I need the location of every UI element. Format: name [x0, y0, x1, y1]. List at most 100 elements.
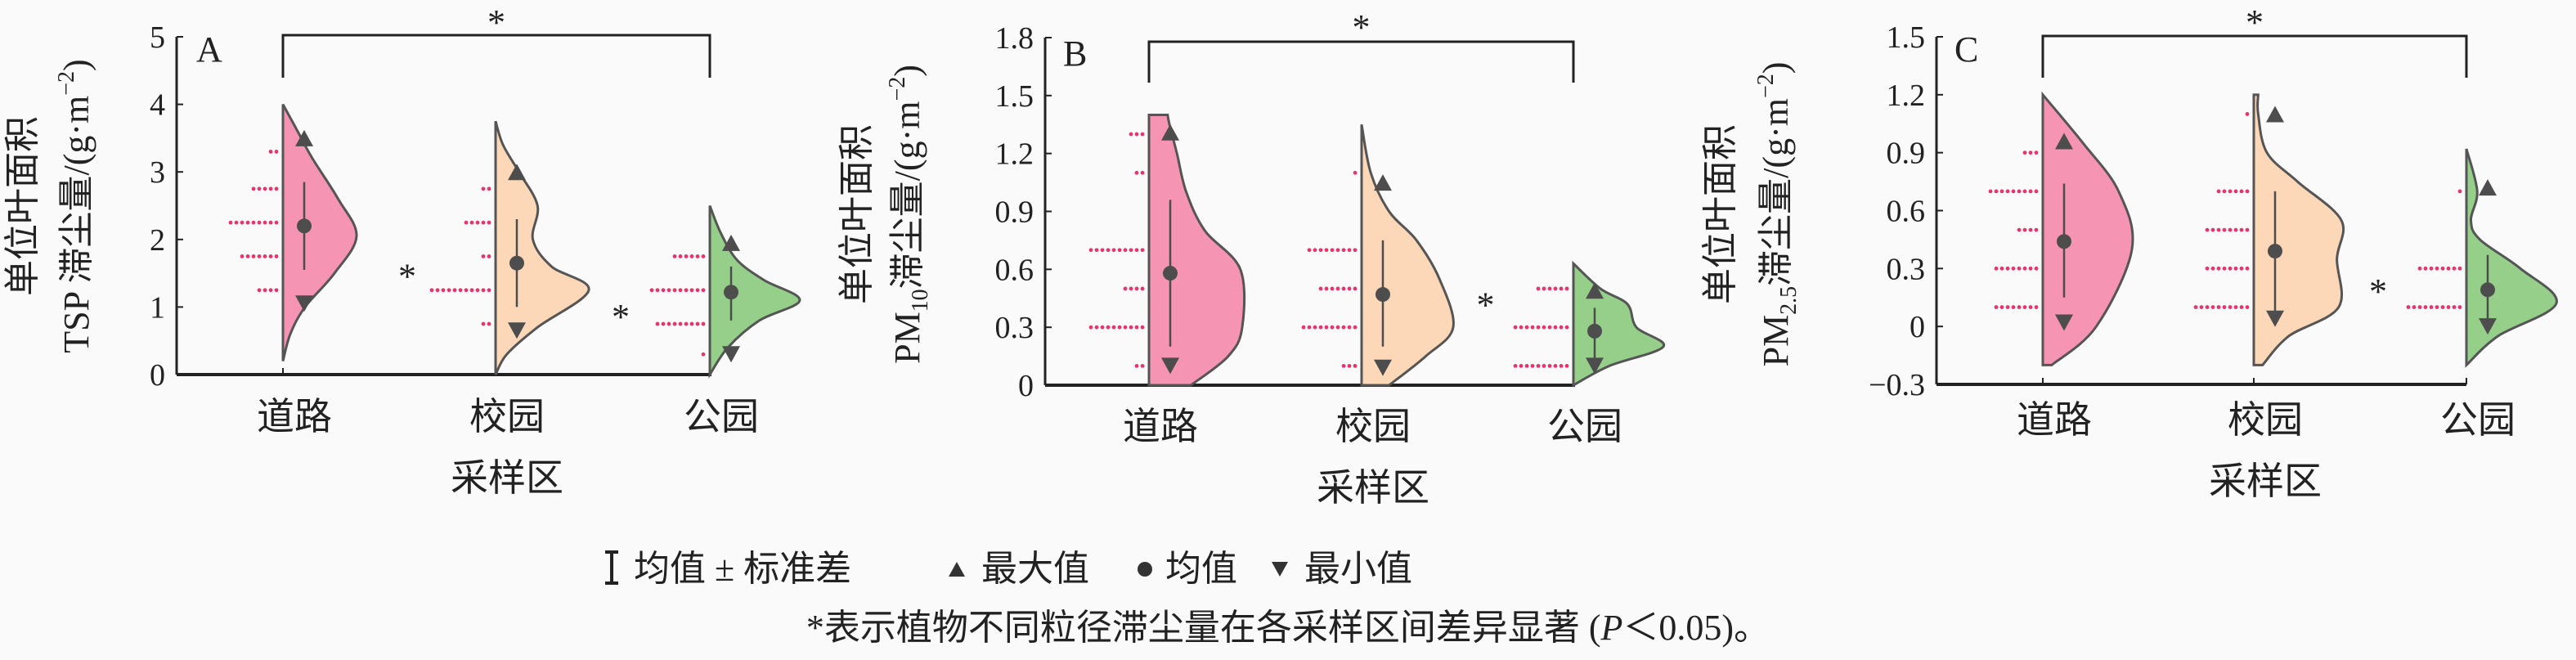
data-point [1347, 363, 1352, 368]
data-point [268, 254, 273, 258]
data-point [464, 220, 469, 225]
y-tick-label: 3 [150, 155, 165, 190]
y-tick-label: 1.5 [1887, 20, 1926, 55]
violin-校园 [1301, 123, 1455, 387]
y-tick-label: 1 [150, 290, 165, 325]
data-point [2193, 305, 2198, 309]
data-point [2199, 305, 2204, 309]
y-axis-label-line2: PM10滞尘量/(g·m−2) [885, 65, 933, 364]
max-marker [2266, 106, 2284, 123]
min-marker [1374, 359, 1392, 376]
data-point [666, 321, 671, 326]
data-point [2228, 227, 2233, 232]
panel-label: B [1063, 34, 1087, 74]
data-point [2017, 227, 2022, 232]
y-axis-label-segment: PM [1756, 315, 1796, 367]
data-point [2222, 266, 2227, 271]
data-point [2017, 189, 2022, 194]
data-point [447, 288, 451, 293]
data-point [2216, 266, 2221, 271]
violin-校园 [429, 120, 590, 375]
data-point [2233, 227, 2238, 232]
data-point [257, 186, 262, 191]
data-point [1318, 248, 1323, 253]
data-point [257, 220, 262, 225]
max-marker [295, 129, 313, 146]
data-point [487, 186, 491, 191]
data-point [649, 288, 654, 293]
data-point [452, 288, 457, 293]
data-point [2239, 305, 2244, 309]
data-point [274, 150, 279, 154]
data-point [1117, 248, 1122, 253]
data-point [1134, 170, 1139, 175]
max-marker [1586, 282, 1604, 299]
y-axis-label-segment: PM [887, 312, 927, 364]
data-point [2028, 305, 2033, 309]
data-point [1564, 363, 1569, 368]
data-point [2440, 266, 2445, 271]
data-point [2429, 305, 2434, 309]
data-point [2435, 305, 2439, 309]
significance-bracket [281, 34, 711, 78]
data-point [672, 288, 677, 293]
data-point [268, 186, 273, 191]
data-point [1313, 325, 1317, 330]
y-tick-label: 0.6 [1887, 195, 1926, 229]
data-point [1318, 325, 1323, 330]
y-tick-label: 0.6 [995, 253, 1034, 287]
data-point [695, 321, 700, 326]
y-tick-label: 1.5 [995, 79, 1034, 114]
data-point [2440, 305, 2445, 309]
data-point [2245, 266, 2250, 271]
data-point [1536, 286, 1541, 291]
violin-道路 [1988, 91, 2134, 384]
mean-marker [2268, 244, 2282, 259]
legend-label: 均值 [1165, 549, 1237, 589]
data-point [2034, 266, 2039, 271]
mean-marker [297, 218, 312, 234]
y-tick-label: 1.2 [995, 137, 1034, 172]
data-point [1547, 363, 1552, 368]
min-marker [508, 322, 526, 339]
data-point [263, 186, 267, 191]
data-point [1301, 325, 1306, 330]
mean-marker [509, 255, 524, 271]
mean-marker [2057, 234, 2071, 249]
y-tick-label: 0 [150, 358, 165, 393]
legend-label: 最大值 [981, 549, 1089, 589]
data-point [1134, 286, 1139, 291]
data-point [1341, 363, 1346, 368]
triangle-up-icon [949, 562, 965, 577]
violin-道路 [1088, 113, 1246, 387]
data-point [2245, 112, 2250, 116]
y-axis-label-segment: 滞尘量/(g·m [887, 101, 927, 290]
footnote-italic: P [1600, 608, 1623, 648]
data-point [1553, 286, 1558, 291]
data-point [429, 288, 434, 293]
max-marker [2479, 179, 2497, 196]
violin-shape [2252, 93, 2345, 366]
data-point [2245, 305, 2250, 309]
data-point [1140, 325, 1145, 330]
mean-marker [2480, 282, 2495, 298]
data-point [1134, 325, 1139, 330]
data-point [228, 220, 233, 225]
significance-star: * [612, 297, 630, 337]
data-point [1129, 325, 1133, 330]
data-point [2210, 266, 2215, 271]
data-point [1324, 248, 1329, 253]
significance-star: * [398, 256, 416, 296]
data-point [2233, 266, 2238, 271]
panel-B: 0 0.3 0.6 0.9 1.2 1.5 1.8 B 单位叶面积PM10滞尘量/(g·m−2)… [837, 7, 1665, 509]
data-point [655, 321, 660, 326]
min-marker [2479, 318, 2497, 335]
data-point [1111, 248, 1116, 253]
data-point [661, 288, 666, 293]
data-point [274, 254, 279, 258]
y-tick-label: 1.8 [995, 21, 1034, 56]
violin-shape [1147, 113, 1246, 387]
data-point [2028, 150, 2033, 155]
data-point [274, 288, 279, 293]
